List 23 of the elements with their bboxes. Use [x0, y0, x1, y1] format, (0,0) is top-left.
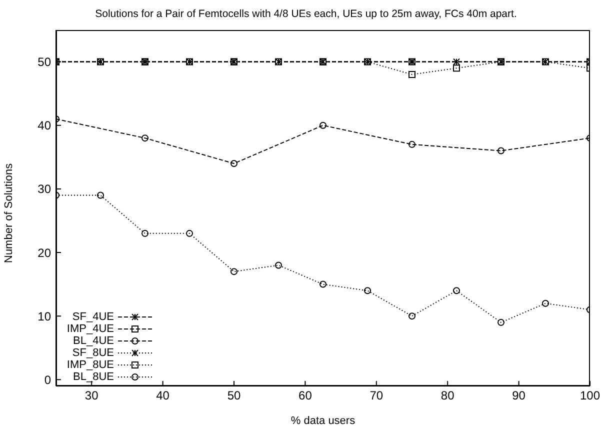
x-tick-label: 60: [298, 388, 312, 403]
x-tick-label: 90: [512, 388, 526, 403]
y-tick-label: 20: [38, 246, 52, 260]
y-tick-label: 0: [44, 372, 52, 387]
y-axis-title: Number of Solutions: [2, 162, 15, 263]
x-tick-label: 100: [580, 388, 600, 403]
legend-label: IMP_4UE: [66, 323, 114, 335]
legend-label: IMP_8UE: [66, 359, 114, 371]
x-tick-label: 40: [156, 388, 170, 403]
legend-label: BL_4UE: [72, 335, 114, 347]
legend-label: BL_8UE: [72, 371, 114, 383]
y-tick-label: 10: [38, 309, 52, 324]
x-tick-label: 50: [227, 388, 241, 403]
x-tick-label: 70: [370, 388, 384, 403]
legend-label: SF_8UE: [71, 347, 114, 359]
x-axis-title: % data users: [290, 415, 356, 426]
y-tick-label: 50: [38, 55, 52, 70]
y-tick-label: 40: [38, 118, 52, 133]
chart-title: Solutions for a Pair of Femtocells with 4/8 UEs each, UEs up to 25m away, FCs 40m apart.: [94, 8, 518, 20]
x-tick-label: 80: [440, 388, 455, 403]
x-tick-label: 30: [84, 388, 99, 403]
y-tick-label: 30: [38, 182, 52, 196]
legend-label: SF_4UE: [71, 311, 114, 323]
